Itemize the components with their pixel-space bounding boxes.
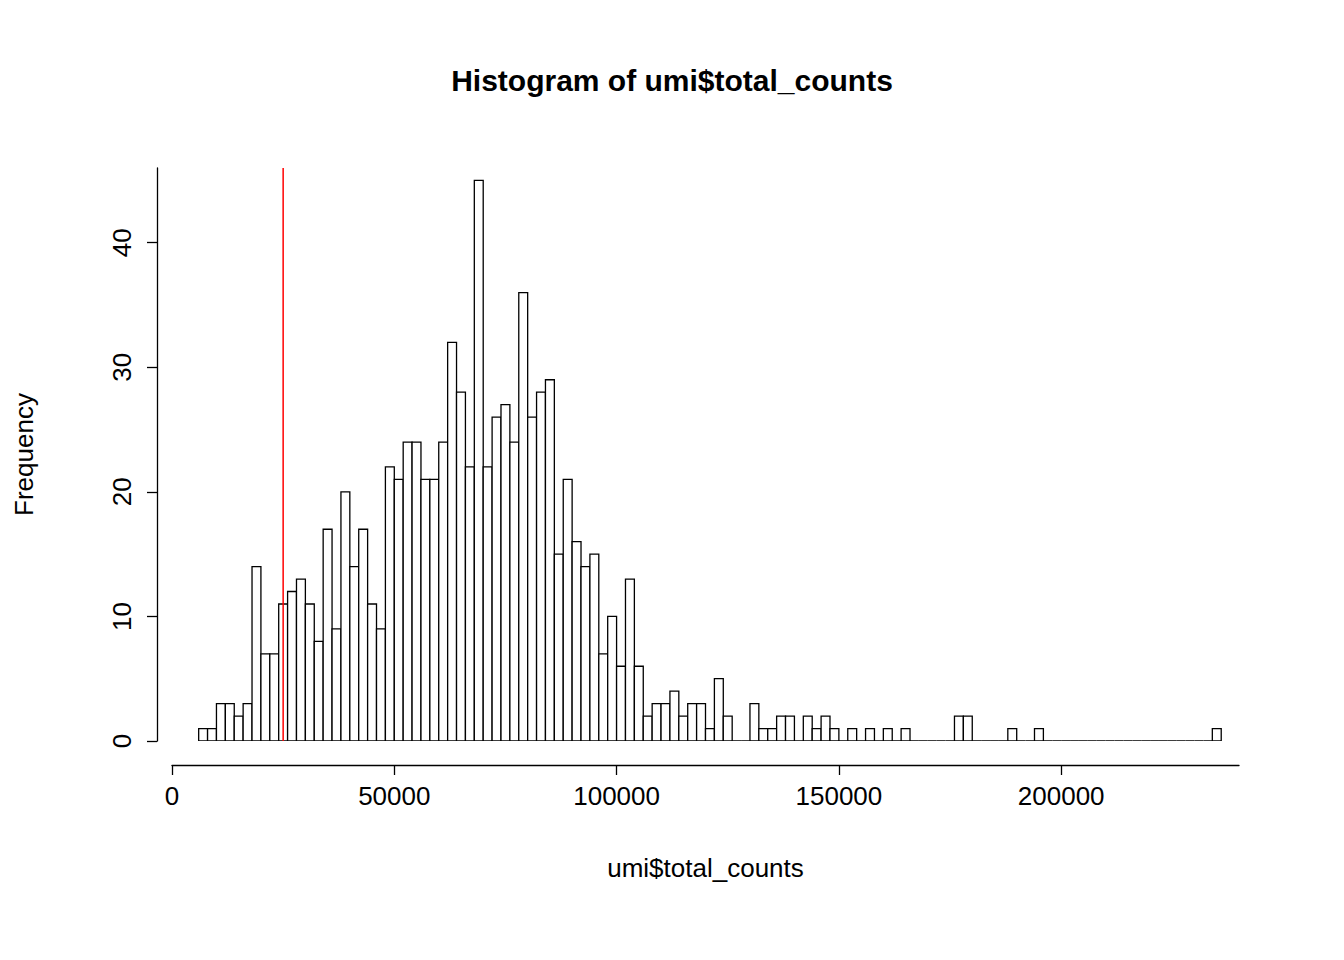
svg-text:40: 40 — [107, 228, 137, 257]
svg-text:0: 0 — [165, 781, 179, 811]
svg-text:100000: 100000 — [573, 781, 660, 811]
svg-text:20: 20 — [107, 477, 137, 506]
svg-text:50000: 50000 — [358, 781, 430, 811]
svg-text:Frequency: Frequency — [9, 393, 39, 516]
svg-text:umi$total_counts: umi$total_counts — [607, 853, 804, 883]
svg-text:30: 30 — [107, 353, 137, 382]
svg-text:10: 10 — [107, 602, 137, 631]
svg-text:200000: 200000 — [1018, 781, 1105, 811]
svg-text:0: 0 — [107, 734, 137, 748]
svg-text:150000: 150000 — [795, 781, 882, 811]
svg-text:Histogram of umi$total_counts: Histogram of umi$total_counts — [451, 64, 893, 97]
